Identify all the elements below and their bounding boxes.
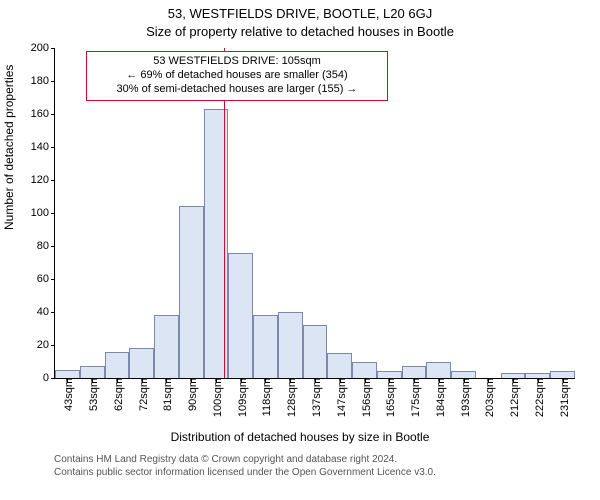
x-tick-label: 175sqm [406, 378, 422, 417]
x-tick-label: 90sqm [183, 378, 199, 411]
chart-title: 53, WESTFIELDS DRIVE, BOOTLE, L20 6GJ [0, 6, 600, 21]
y-tick-mark [51, 147, 55, 148]
x-tick-label: 128sqm [282, 378, 298, 417]
y-tick-mark [51, 114, 55, 115]
chart-subtitle: Size of property relative to detached ho… [0, 24, 600, 39]
x-tick-label: 72sqm [134, 378, 150, 411]
attribution-line-1: Contains HM Land Registry data © Crown c… [54, 454, 436, 467]
y-tick-mark [51, 246, 55, 247]
y-tick-mark [51, 48, 55, 49]
x-tick-label: 156sqm [357, 378, 373, 417]
y-tick-mark [51, 345, 55, 346]
y-tick-mark [51, 180, 55, 181]
histogram-bar [105, 352, 130, 378]
x-tick-label: 109sqm [233, 378, 249, 417]
y-tick-mark [51, 81, 55, 82]
histogram-bar [129, 348, 154, 378]
x-axis-label: Distribution of detached houses by size … [0, 430, 600, 444]
histogram-bar [327, 353, 352, 378]
x-tick-label: 118sqm [257, 378, 273, 416]
x-tick-label: 222sqm [530, 378, 546, 417]
histogram-bar [154, 315, 179, 378]
x-tick-label: 203sqm [480, 378, 496, 417]
y-tick-mark [51, 312, 55, 313]
annotation-box: 53 WESTFIELDS DRIVE: 105sqm← 69% of deta… [86, 51, 388, 100]
y-tick-mark [51, 378, 55, 379]
x-tick-label: 165sqm [381, 378, 397, 417]
attribution: Contains HM Land Registry data © Crown c… [54, 454, 436, 479]
histogram-bar [179, 206, 204, 378]
histogram-bar [451, 371, 476, 378]
y-tick-mark [51, 279, 55, 280]
x-tick-label: 62sqm [109, 378, 125, 411]
histogram-bar [377, 371, 402, 378]
y-tick-mark [51, 213, 55, 214]
x-tick-label: 43sqm [59, 378, 75, 411]
annotation-line: ← 69% of detached houses are smaller (35… [93, 69, 381, 83]
histogram-bar [278, 312, 303, 378]
histogram-bar [550, 371, 575, 378]
histogram-bar [352, 362, 377, 379]
chart-container: 53, WESTFIELDS DRIVE, BOOTLE, L20 6GJ Si… [0, 0, 600, 500]
x-tick-label: 53sqm [84, 378, 100, 411]
annotation-line: 53 WESTFIELDS DRIVE: 105sqm [93, 55, 381, 69]
histogram-bar [80, 366, 105, 378]
histogram-bar [426, 362, 451, 379]
x-tick-label: 193sqm [456, 378, 472, 417]
x-tick-label: 137sqm [307, 378, 323, 417]
x-tick-label: 184sqm [431, 378, 447, 417]
histogram-bar [253, 315, 278, 378]
x-tick-label: 100sqm [208, 378, 224, 417]
x-tick-label: 231sqm [555, 378, 571, 417]
x-tick-label: 147sqm [332, 378, 348, 417]
x-tick-label: 212sqm [505, 378, 521, 417]
histogram-bar [55, 370, 80, 378]
annotation-line: 30% of semi-detached houses are larger (… [93, 83, 381, 97]
histogram-bar [228, 253, 253, 378]
histogram-bar [303, 325, 328, 378]
attribution-line-2: Contains public sector information licen… [54, 467, 436, 480]
y-axis-label: Number of detached properties [2, 65, 16, 230]
plot-area: 02040608010012014016018020043sqm53sqm62s… [54, 48, 575, 379]
x-tick-label: 81sqm [158, 378, 174, 411]
histogram-bar [402, 366, 427, 378]
